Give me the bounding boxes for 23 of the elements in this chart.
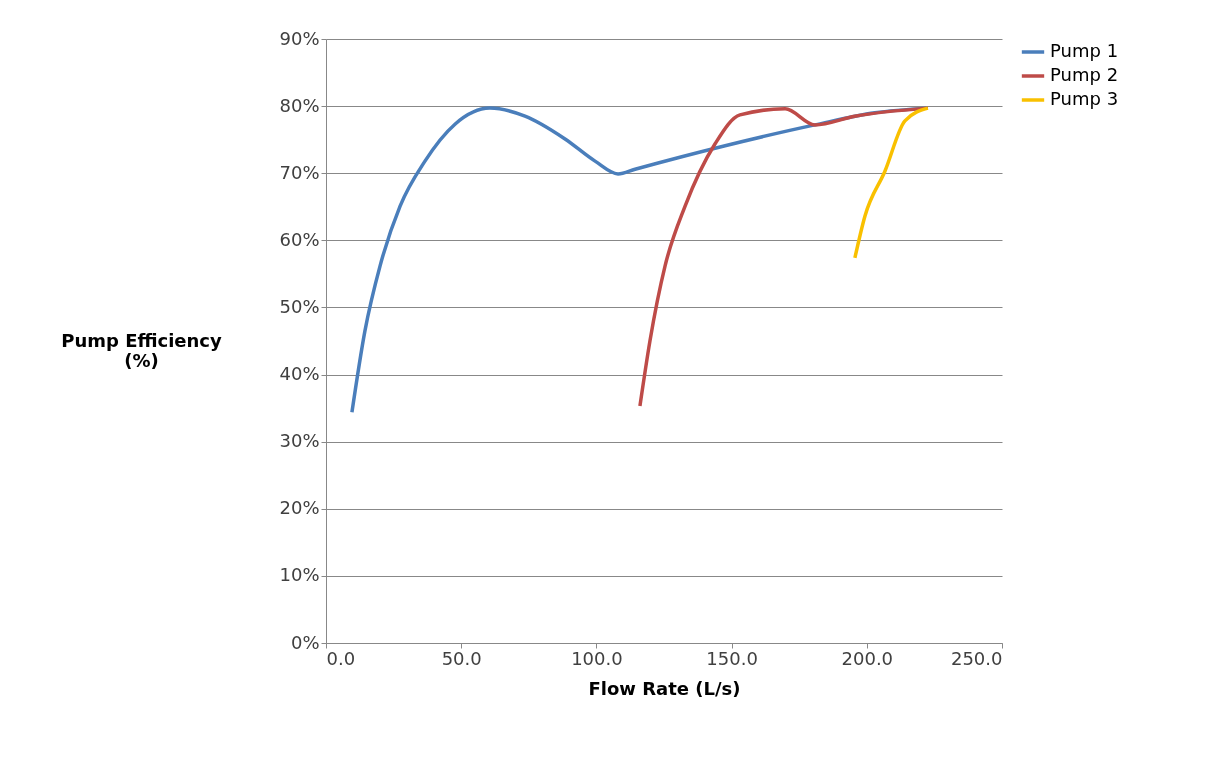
x-tick-label: 250.0 [950, 647, 1003, 669]
y-tick-label: 50% [279, 295, 320, 317]
y-tick-label: 20% [279, 497, 320, 519]
y-tick-label: 10% [279, 564, 320, 586]
x-tick-label: 150.0 [706, 647, 758, 669]
line-series [638, 106, 930, 408]
x-tick-label: 200.0 [841, 647, 894, 669]
y-tick-label: 80% [279, 94, 320, 116]
y-tick-label: 60% [279, 228, 320, 250]
y-tick-label: 40% [279, 363, 320, 385]
y-axis-title: Pump Efficiency (%) [61, 329, 223, 371]
line-series [853, 106, 930, 260]
y-tick-label: 90% [279, 27, 320, 49]
y-tick-label: 0% [290, 631, 320, 653]
x-tick-label: 50.0 [441, 647, 482, 669]
y-tick-label: 70% [279, 161, 320, 183]
y-tick-label: 30% [279, 430, 320, 452]
x-tick-label: 100.0 [571, 647, 623, 669]
legend-label: Pump 2 [1050, 64, 1119, 85]
legend-label: Pump 3 [1050, 88, 1119, 109]
x-tick-label: 0.0 [326, 647, 356, 669]
legend-label: Pump 1 [1050, 40, 1119, 61]
x-axis-title: Flow Rate (L/s) [588, 677, 741, 699]
